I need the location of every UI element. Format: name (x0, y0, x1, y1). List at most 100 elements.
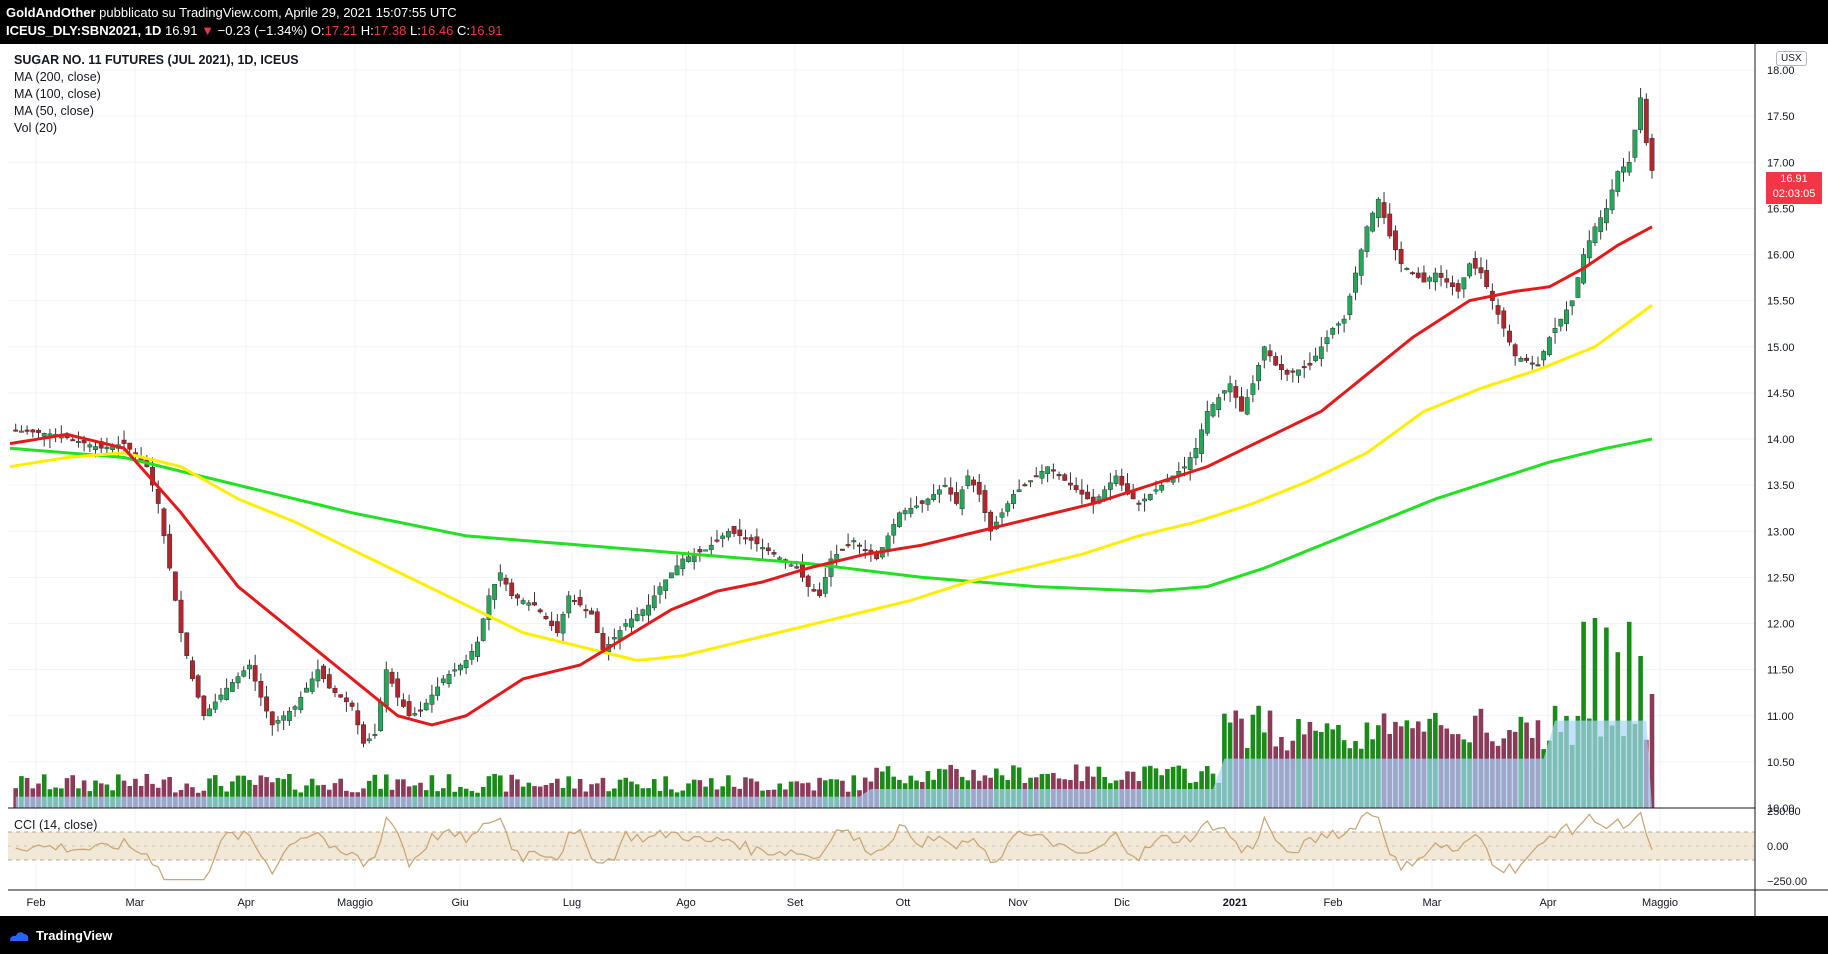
ma50-line (9, 225, 1653, 727)
volume-bar (1011, 765, 1016, 808)
time-tick-label: Feb (1324, 897, 1343, 909)
candle-body (372, 734, 378, 736)
candle-body (1119, 475, 1125, 486)
low-value: 16.46 (420, 23, 454, 38)
candle-body (646, 604, 651, 616)
candle-body (834, 554, 840, 561)
candle-body (440, 678, 446, 683)
volume-bar (121, 780, 127, 808)
volume-bar (748, 778, 754, 808)
candle-body (725, 531, 731, 538)
currency-badge[interactable]: USX (1776, 51, 1807, 66)
candles (13, 87, 1655, 748)
candle-body (286, 710, 292, 721)
volume-bar (41, 774, 47, 808)
candle-body (1603, 208, 1609, 224)
candle-body (657, 586, 663, 595)
price-tick-label: 11.00 (1767, 711, 1794, 723)
tradingview-logo[interactable]: TradingView (8, 928, 112, 943)
candle-body (1307, 362, 1313, 366)
volume-bar (144, 773, 150, 808)
time-tick-label: Apr (237, 897, 254, 909)
candle-body (549, 620, 555, 627)
candle-body (315, 669, 321, 682)
candle-body (840, 548, 845, 551)
candle-body (1033, 475, 1039, 478)
volume-bar (1626, 621, 1632, 808)
legend-cci[interactable]: CCI (14, close) (14, 818, 98, 832)
candle-body (537, 609, 543, 613)
price-tick-label: 10.00 (1767, 803, 1795, 815)
volume-bar (235, 775, 241, 808)
candle-body (1541, 351, 1547, 361)
candle-body (1649, 138, 1655, 171)
cci-band (8, 831, 1755, 861)
candle-body (1313, 355, 1319, 361)
volume-bars (13, 618, 1655, 808)
close-label: C: (456, 23, 470, 38)
volume-bar (691, 779, 697, 808)
quote-line: ICEUS_DLY:SBN2021, 1D 16.91 ▼ −0.23 (−1.… (6, 23, 503, 38)
volume-bar (230, 781, 235, 808)
volume-bar (1478, 708, 1484, 808)
candle-body (104, 446, 110, 450)
candle-body (1239, 396, 1244, 412)
volume-bar (269, 782, 275, 808)
legend-vol[interactable]: Vol (20) (14, 121, 58, 135)
last-price: 16.91 (164, 23, 198, 38)
legend-ma50[interactable]: MA (50, close) (14, 104, 94, 118)
candle-body (366, 738, 372, 742)
publication-header: GoldAndOther pubblicato su TradingView.c… (0, 0, 1828, 44)
volume-bar (332, 783, 338, 808)
volume-bar (834, 779, 840, 808)
author-name[interactable]: GoldAndOther (6, 5, 96, 20)
candle-body (1330, 328, 1336, 335)
candle-body (1227, 383, 1233, 393)
candle-body (794, 566, 800, 569)
legend-ma200[interactable]: MA (200, close) (14, 70, 101, 84)
symbol-label: ICEUS_DLY:SBN2021, 1D (6, 23, 162, 38)
candle-body (241, 670, 247, 677)
volume-bar (338, 778, 343, 808)
volume-bar (777, 783, 782, 808)
candle-body (497, 572, 503, 581)
candle-body (1193, 448, 1199, 459)
volume-bar (800, 783, 805, 808)
candle-body (1632, 129, 1638, 158)
candle-body (572, 599, 577, 602)
candle-body (629, 618, 634, 628)
candle-body (919, 500, 925, 504)
candle-body (936, 489, 942, 495)
candle-body (389, 671, 395, 684)
volume-bar (81, 780, 87, 808)
volume-bar (566, 776, 572, 808)
candle-body (480, 618, 486, 641)
volume-bar (36, 783, 41, 808)
candle-body (304, 687, 309, 693)
candle-body (509, 582, 515, 597)
candle-body (418, 709, 423, 712)
candle-body (1381, 202, 1387, 218)
volume-bar (971, 769, 976, 808)
candle-body (1182, 466, 1187, 469)
volume-bar (994, 768, 999, 808)
cci-line (15, 811, 1653, 881)
candle-body (914, 505, 919, 508)
candle-body (178, 599, 184, 633)
candle-body (1216, 397, 1222, 411)
legend-ma100[interactable]: MA (100, close) (14, 87, 101, 101)
candle-body (771, 552, 777, 555)
price-tick-label: 14.00 (1767, 434, 1795, 446)
volume-bar (805, 782, 811, 808)
candle-body (1136, 502, 1142, 505)
candle-body (1267, 350, 1273, 357)
candle-body (959, 489, 965, 510)
candle-body (1524, 357, 1529, 361)
volume-bar (287, 773, 292, 808)
candle-body (30, 429, 36, 433)
volume-bar (617, 779, 623, 808)
volume-bar (942, 769, 948, 808)
volume-bar (1592, 618, 1598, 808)
candle-body (1507, 330, 1512, 343)
